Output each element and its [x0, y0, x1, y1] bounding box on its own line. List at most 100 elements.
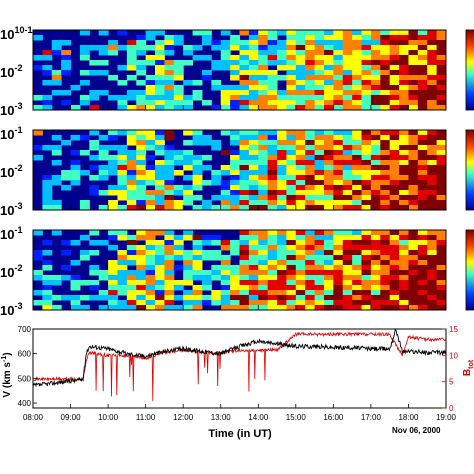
heatmap-cell — [145, 85, 156, 91]
heatmap-cell — [305, 245, 316, 251]
heatmap-cell — [342, 90, 353, 96]
heatmap-cell — [333, 180, 344, 186]
heatmap-cell — [352, 280, 363, 286]
heatmap-cell — [126, 140, 137, 146]
heatmap-cell — [314, 95, 325, 101]
heatmap-cell — [305, 30, 316, 36]
heatmap-cell — [323, 60, 334, 66]
heatmap-cell — [370, 105, 381, 111]
x-tick-label: 11:00 — [136, 413, 156, 422]
heatmap-cell — [408, 275, 419, 281]
heatmap-cell — [70, 165, 81, 171]
heatmap-cell — [173, 65, 184, 71]
heatmap-cell — [173, 240, 184, 246]
heatmap-cell — [51, 160, 62, 166]
heatmap-cell — [389, 275, 400, 281]
heatmap-cell — [117, 30, 128, 36]
heatmap-cell — [230, 240, 240, 246]
heatmap-cell — [239, 90, 250, 96]
heatmap-cell — [352, 255, 363, 261]
heatmap-cell — [136, 60, 147, 66]
heatmap-cell — [277, 45, 287, 51]
heatmap-cell — [267, 190, 278, 196]
heatmap-cell — [380, 60, 391, 66]
heatmap-cell — [79, 150, 90, 156]
heatmap-cell — [277, 130, 287, 136]
heatmap-cell — [42, 285, 53, 291]
heatmap-cell — [201, 75, 212, 81]
heatmap-cell — [230, 105, 240, 111]
heatmap-cell — [417, 255, 428, 261]
heatmap-cell — [126, 75, 137, 81]
heatmap-cell — [145, 290, 156, 296]
heatmap-cell — [33, 230, 43, 236]
heatmap-cell — [277, 105, 287, 111]
heatmap-cell — [399, 30, 409, 36]
heatmap-cell — [342, 245, 353, 251]
heatmap-cell — [342, 130, 353, 136]
heatmap-cell — [295, 165, 306, 171]
heatmap-cell — [380, 175, 391, 181]
heatmap-cell — [267, 50, 278, 56]
heatmap-cell — [248, 290, 259, 296]
heatmap-cell — [98, 45, 109, 51]
heatmap-cell — [145, 175, 156, 181]
heatmap-cell — [239, 280, 250, 286]
heatmap-cell — [183, 95, 194, 101]
heatmap-cell — [342, 265, 353, 271]
heatmap-cell — [361, 45, 372, 51]
heatmap-cell — [155, 165, 165, 171]
heatmap-cell — [192, 290, 203, 296]
heatmap-cell — [352, 250, 363, 256]
heatmap-cell — [427, 40, 438, 46]
heatmap-cell — [286, 45, 297, 51]
heatmap-cell — [248, 80, 259, 86]
heatmap-cell — [342, 305, 353, 311]
heatmap-cell — [417, 40, 428, 46]
heatmap-cell — [277, 155, 287, 161]
heatmap-cell — [380, 260, 391, 266]
heatmap-cell — [314, 145, 325, 151]
heatmap-cell — [108, 295, 118, 301]
heatmap-cell — [173, 250, 184, 256]
heatmap-cell — [136, 305, 147, 311]
heatmap-cell — [173, 35, 184, 41]
heatmap-cell — [436, 245, 447, 251]
heatmap-cell — [342, 165, 353, 171]
heatmap-cell — [333, 205, 344, 211]
heatmap-cell — [427, 300, 438, 306]
heatmap-cell — [145, 285, 156, 291]
heatmap-cell — [305, 180, 316, 186]
heatmap-cell — [286, 295, 297, 301]
heatmap-cell — [314, 50, 325, 56]
heatmap-cell — [230, 75, 240, 81]
heatmap-cell — [277, 240, 287, 246]
heatmap-cell — [427, 305, 438, 311]
heatmap-cell — [277, 245, 287, 251]
heatmap-cell — [342, 55, 353, 61]
heatmap-cell — [314, 285, 325, 291]
heatmap-cell — [267, 200, 278, 206]
heatmap-cell — [117, 130, 128, 136]
heatmap-cell — [427, 170, 438, 176]
heatmap-cell — [126, 180, 137, 186]
heatmap-cell — [286, 230, 297, 236]
heatmap-cell — [277, 140, 287, 146]
heatmap-cell — [79, 135, 90, 141]
heatmap-cell — [136, 40, 147, 46]
heatmap-cell — [427, 135, 438, 141]
heatmap-cell — [51, 145, 62, 151]
heatmap-cell — [436, 70, 447, 76]
heatmap-cell — [333, 265, 344, 271]
heatmap-cell — [323, 300, 334, 306]
heatmap-cell — [314, 75, 325, 81]
heatmap-cell — [51, 135, 62, 141]
heatmap-cell — [305, 70, 316, 76]
heatmap-cell — [417, 90, 428, 96]
heatmap-cell — [417, 60, 428, 66]
heatmap-cell — [70, 175, 81, 181]
heatmap-cell — [192, 205, 203, 211]
heatmap-cell — [277, 40, 287, 46]
heatmap-cell — [192, 235, 203, 241]
heatmap-cell — [286, 130, 297, 136]
